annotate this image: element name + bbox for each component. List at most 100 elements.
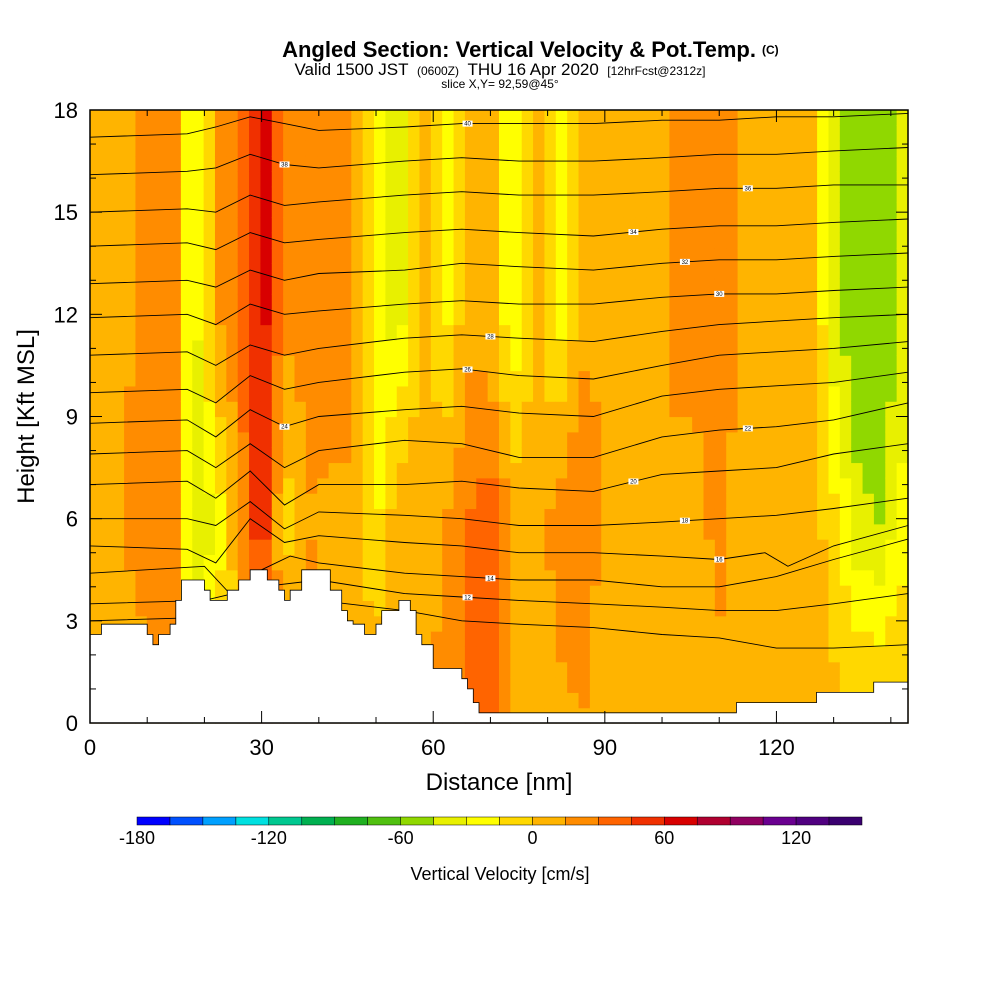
velocity-cell — [760, 447, 773, 464]
velocity-cell — [703, 600, 716, 617]
velocity-cell — [339, 155, 352, 172]
velocity-cell — [601, 508, 614, 525]
velocity-cell — [555, 416, 568, 433]
velocity-cell — [828, 247, 841, 264]
theta-line-20 — [89, 443, 909, 506]
velocity-cell — [510, 661, 523, 678]
velocity-cell — [396, 217, 409, 234]
velocity-cell — [544, 569, 557, 586]
velocity-cell — [351, 600, 364, 617]
velocity-cell — [124, 401, 137, 418]
velocity-cell — [112, 385, 125, 402]
velocity-cell — [260, 110, 273, 126]
velocity-cell — [351, 523, 364, 540]
velocity-cell — [271, 385, 284, 402]
velocity-cell — [794, 155, 807, 172]
velocity-cell — [408, 447, 421, 464]
velocity-cell — [692, 247, 705, 264]
velocity-cell — [510, 247, 523, 264]
velocity-cell — [771, 110, 784, 126]
velocity-cell — [612, 508, 625, 525]
velocity-cell — [714, 462, 727, 479]
velocity-cell — [703, 554, 716, 571]
velocity-cell — [385, 401, 398, 418]
velocity-cell — [680, 324, 693, 341]
velocity-cell — [510, 217, 523, 234]
velocity-cell — [305, 201, 318, 218]
theta-line-34 — [89, 218, 909, 251]
velocity-cell — [896, 493, 909, 510]
velocity-cell — [192, 462, 205, 479]
velocity-cell — [623, 201, 636, 218]
velocity-cell — [203, 324, 216, 341]
velocity-cell — [90, 278, 102, 295]
velocity-cell — [464, 569, 477, 586]
velocity-cell — [669, 646, 682, 663]
velocity-cell — [385, 600, 398, 617]
velocity-cell — [192, 493, 205, 510]
velocity-cell — [362, 431, 375, 448]
velocity-cell — [658, 615, 671, 632]
velocity-cell — [294, 171, 307, 188]
velocity-cell — [896, 309, 909, 326]
velocity-cell — [885, 508, 898, 525]
velocity-cell — [748, 477, 761, 494]
velocity-cell — [714, 569, 727, 586]
velocity-cell — [885, 339, 898, 356]
theta-label-bg — [742, 185, 753, 192]
velocity-cell — [339, 217, 352, 234]
velocity-cell — [476, 600, 489, 617]
velocity-cell — [862, 523, 875, 540]
velocity-cell — [635, 217, 648, 234]
velocity-cell — [646, 171, 659, 188]
velocity-cell — [214, 493, 227, 510]
velocity-cell — [294, 508, 307, 525]
velocity-cell — [124, 278, 137, 295]
velocity-cell — [396, 263, 409, 280]
velocity-cell — [794, 370, 807, 387]
velocity-cell — [249, 355, 262, 372]
velocity-cell — [839, 355, 852, 372]
theta-label-38: 38 — [281, 162, 288, 168]
velocity-cell — [703, 293, 716, 310]
velocity-cell — [748, 186, 761, 203]
velocity-cell — [646, 339, 659, 356]
velocity-cell — [669, 462, 682, 479]
velocity-cell — [862, 600, 875, 617]
velocity-cell — [192, 324, 205, 341]
velocity-cell — [442, 201, 455, 218]
velocity-cell — [805, 110, 818, 126]
velocity-cell — [135, 431, 148, 448]
velocity-cell — [714, 615, 727, 632]
velocity-cell — [794, 140, 807, 157]
velocity-cell — [658, 477, 671, 494]
velocity-cell — [714, 370, 727, 387]
velocity-cell — [817, 646, 830, 663]
velocity-cell — [294, 110, 307, 126]
velocity-cell — [374, 493, 386, 510]
velocity-cell — [214, 232, 227, 249]
velocity-cell — [362, 140, 375, 157]
velocity-cell — [203, 431, 216, 448]
velocity-cell — [271, 569, 284, 586]
velocity-cell — [805, 278, 818, 295]
velocity-cell — [692, 539, 705, 556]
velocity-cell — [351, 293, 364, 310]
velocity-cell — [794, 646, 807, 663]
velocity-cell — [430, 431, 443, 448]
velocity-cell — [817, 477, 830, 494]
velocity-cell — [90, 569, 102, 586]
velocity-cell — [817, 171, 830, 188]
velocity-cell — [703, 385, 716, 402]
velocity-cell — [885, 554, 898, 571]
velocity-cell — [396, 293, 409, 310]
velocity-cell — [510, 677, 523, 693]
velocity-cell — [578, 186, 591, 203]
theta-line-22 — [89, 402, 909, 469]
velocity-cell — [760, 247, 773, 264]
velocity-cell — [635, 631, 648, 647]
velocity-cell — [521, 263, 534, 280]
velocity-cell — [101, 293, 114, 310]
velocity-cell — [726, 692, 739, 709]
